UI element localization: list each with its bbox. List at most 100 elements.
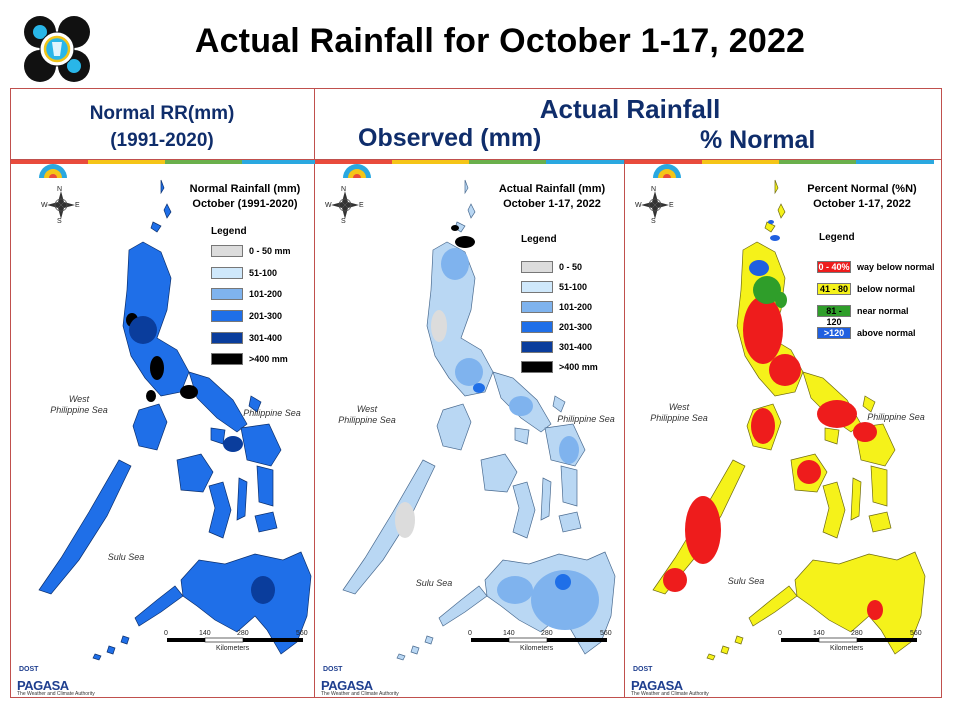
actual-rainfall-map-panel: N S W E Actual Rainfall (mm) October 1-1… [315,160,624,697]
brand-color-strip [11,160,320,164]
legend-label: way below normal [857,262,935,272]
dry-zones-actual [395,310,447,538]
above-normal-zones [749,220,780,276]
map-title-percent-line2: October 1-17, 2022 [813,198,911,210]
brand-name: PAGASA [631,678,683,693]
heavy-zones-normal [126,313,198,402]
legend-label: above normal [857,328,916,338]
legend-item: 0 - 50 [521,260,582,274]
legend-title-actual: Legend [521,234,557,245]
brand-color-strip [315,160,624,164]
legend-item: 101-200 [521,300,592,314]
scale-tick-0: 0 [778,630,782,637]
scale-tick-140: 140 [503,630,515,637]
legend-label: 201-300 [559,322,593,332]
map-title-normal-line1: Normal Rainfall (mm) [189,183,301,195]
dark-zones-normal [129,316,275,604]
legend-item: 0 - 40% way below normal [817,260,935,274]
compass-e: E [359,202,364,209]
philippine-sea-label: Philippine Sea [867,412,925,422]
legend-item: >400 mm [211,352,288,366]
compass-s: S [341,218,346,225]
legend-item: 301-400 [521,340,592,354]
map-title-actual-line2: October 1-17, 2022 [503,198,601,210]
legend-label: 101-200 [559,302,593,312]
compass-icon [46,190,76,220]
compass-n: N [651,186,657,193]
legend-swatch [521,321,553,333]
scale-unit: Kilometers [520,645,554,652]
legend-swatch: 41 - 80 [817,283,851,295]
legend-label: 201-300 [249,311,283,321]
map-title-normal-line2: October (1991-2020) [192,198,298,210]
legend-item: 301-400 [211,331,282,345]
scale-tick-560: 560 [296,630,308,637]
dark-zones-actual [473,383,571,590]
sulu-sea-label: Sulu Sea [415,578,453,588]
legend-swatch [211,288,243,300]
header-divider [10,159,942,160]
scale-tick-280: 280 [541,630,553,637]
legend-item: 201-300 [211,309,282,323]
map-title-actual-line1: Actual Rainfall (mm) [498,183,606,195]
west-sea-line2: Philippine Sea [50,405,108,415]
west-sea-line1: West [356,404,378,414]
legend-swatch [521,261,553,273]
scale-tick-0: 0 [468,630,472,637]
brand-color-strip [625,160,934,164]
compass-icon [330,190,360,220]
legend-swatch [211,353,243,365]
legend-label: >400 mm [249,354,288,364]
near-normal-zones [753,276,787,308]
column-divider-1 [314,88,315,698]
legend-item: >120 above normal [817,326,916,340]
compass-s: S [57,218,62,225]
legend-label: near normal [857,306,909,316]
map-title-actual: Actual Rainfall (mm) October 1-17, 2022 [487,182,617,212]
compass-s: S [651,218,656,225]
scale-unit: Kilometers [216,645,250,652]
scale-tick-280: 280 [237,630,249,637]
normal-rainfall-map [38,179,312,661]
legend-label: 101-200 [249,289,283,299]
legend-swatch: >120 [817,327,851,339]
observed-header: Observed (mm) [358,124,542,152]
actual-rainfall-header: Actual Rainfall [539,94,721,124]
compass-n: N [57,186,63,193]
philippine-sea-label: Philippine Sea [557,414,615,424]
actual-rainfall-map [330,179,616,661]
legend-swatch [211,332,243,344]
brand-tagline: The Weather and Climate Authority [321,691,399,697]
page-title: Actual Rainfall for October 1-17, 2022 [194,22,806,60]
pagasa-seal-logo [24,16,90,82]
normal-rr-header: Normal RR(mm) (1991-2020) [12,100,312,154]
scale-tick-140: 140 [199,630,211,637]
map-title-percent: Percent Normal (%N) October 1-17, 2022 [797,182,927,212]
legend-swatch: 81 - 120 [817,305,851,327]
compass-w: W [635,202,642,209]
legend-item: >400 mm [521,360,598,374]
normal-rr-header-line1: Normal RR(mm) [89,103,235,124]
west-philippine-sea-label: West Philippine Sea [327,404,407,426]
scale-tick-140: 140 [813,630,825,637]
legend-item: 201-300 [521,320,592,334]
legend-title-percent: Legend [819,232,855,243]
legend-swatch [521,341,553,353]
percent-normal-map [640,179,926,661]
legend-item: 51-100 [211,266,277,280]
legend-swatch [521,301,553,313]
map-title-normal: Normal Rainfall (mm) October (1991-2020) [175,182,315,212]
percent-normal-header: % Normal [700,126,816,154]
legend-label: 301-400 [249,333,283,343]
way-below-zones [663,296,883,620]
legend-item: 81 - 120 near normal [817,304,909,327]
brand-small: DOST [633,666,653,673]
legend-label: 301-400 [559,342,593,352]
brand-tagline: The Weather and Climate Authority [631,691,709,697]
west-sea-line1: West [668,402,690,412]
legend-label: 0 - 50 [559,262,583,272]
content-frame [10,88,942,698]
legend-label: below normal [857,284,916,294]
scale-bar [781,637,917,643]
scale-unit: Kilometers [830,645,864,652]
